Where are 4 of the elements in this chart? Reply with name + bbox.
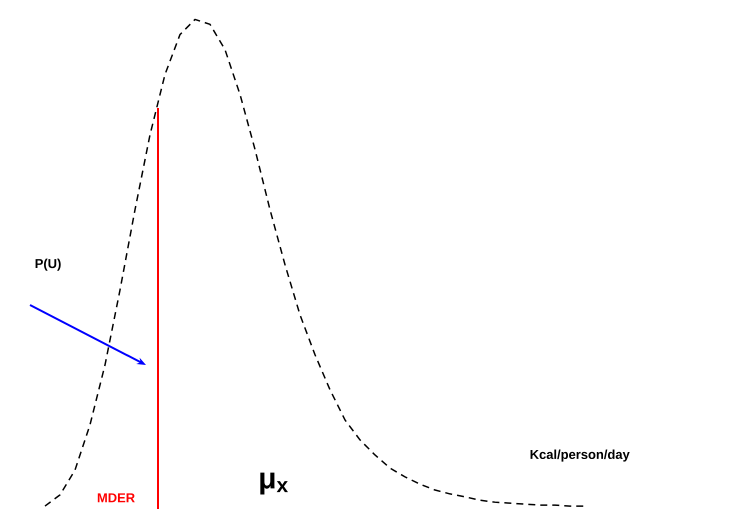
annotation: MDER [98, 493, 135, 502]
annotation: P(U) [36, 258, 61, 271]
x-axis-title: Kcal/person/day [530, 450, 630, 462]
annotation: μ$_{x}$ [260, 472, 288, 494]
